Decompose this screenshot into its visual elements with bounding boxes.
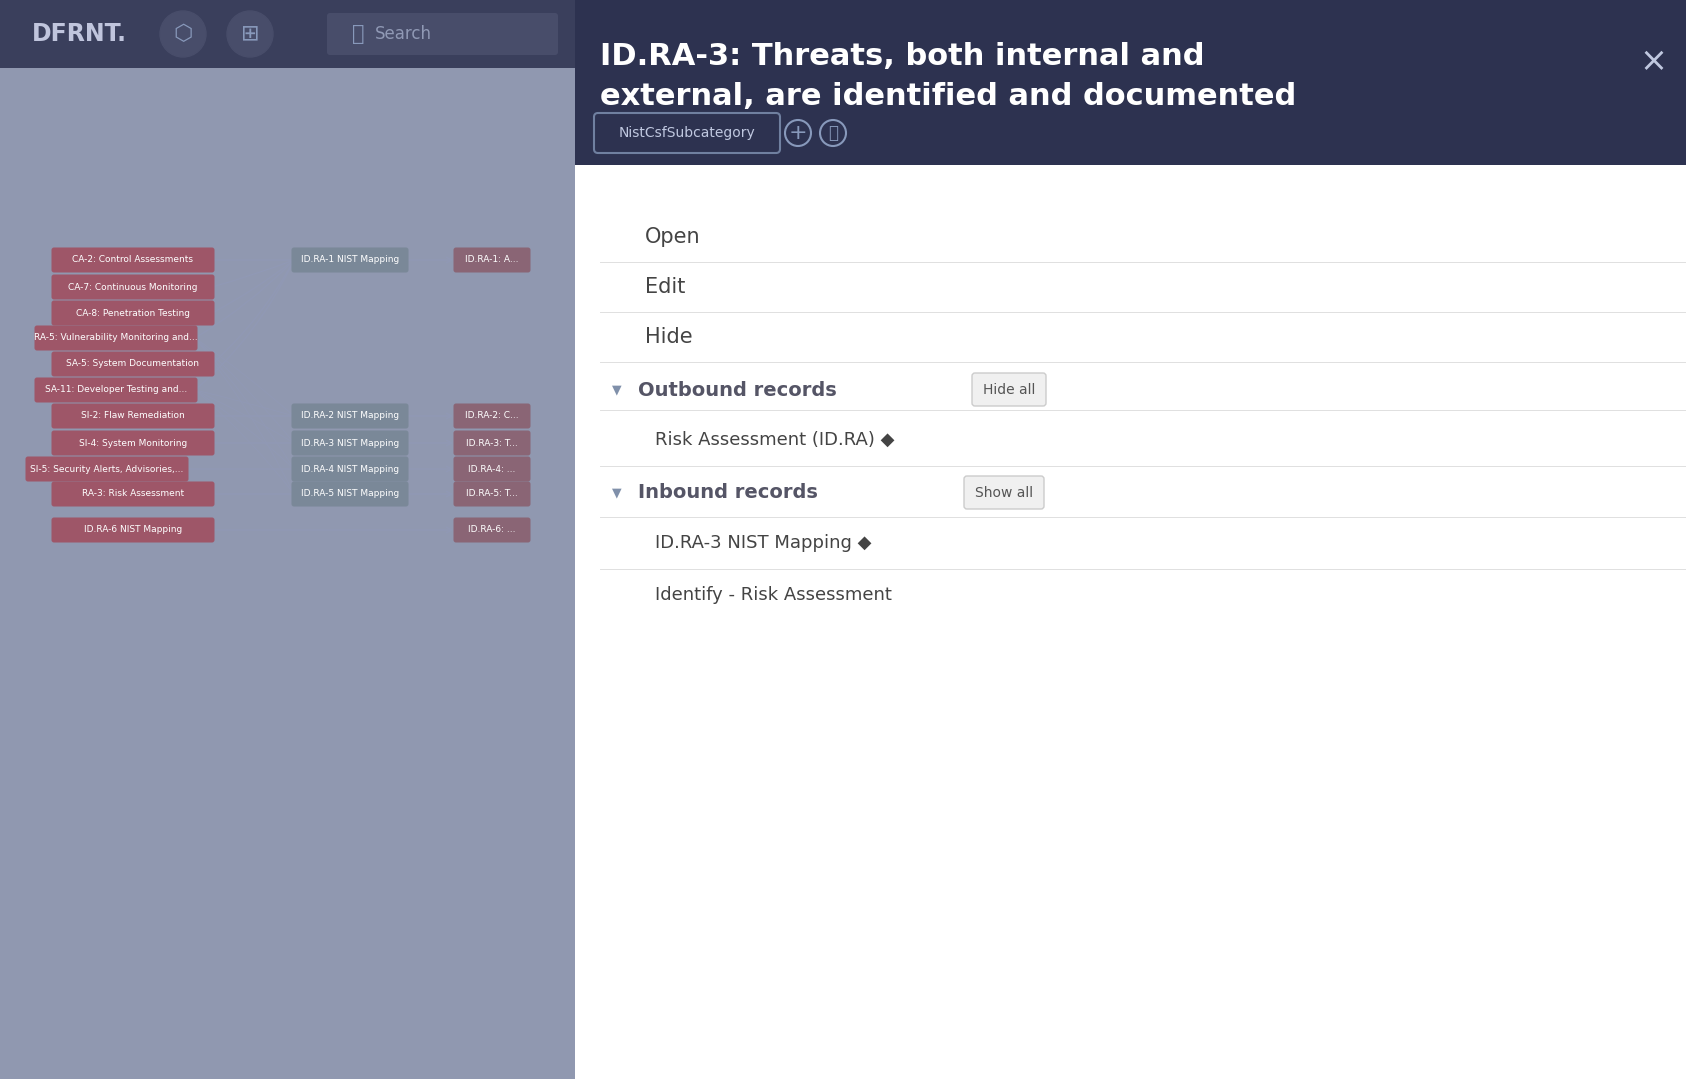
Text: ID.RA-5: T...: ID.RA-5: T... [465,490,518,498]
Text: Hide: Hide [646,327,693,347]
FancyBboxPatch shape [454,518,531,543]
Text: SI-2: Flaw Remediation: SI-2: Flaw Remediation [81,411,185,421]
FancyBboxPatch shape [52,404,214,428]
Text: Hide all: Hide all [983,383,1035,397]
Text: ID.RA-1 NIST Mapping: ID.RA-1 NIST Mapping [300,256,400,264]
Text: ID.RA-5 NIST Mapping: ID.RA-5 NIST Mapping [300,490,400,498]
FancyBboxPatch shape [34,326,197,351]
FancyBboxPatch shape [575,68,1686,1079]
Text: ID.RA-2: C...: ID.RA-2: C... [465,411,519,421]
FancyBboxPatch shape [593,113,781,153]
FancyBboxPatch shape [0,68,575,1079]
Text: +: + [789,123,808,144]
FancyBboxPatch shape [575,0,1686,165]
Text: RA-3: Risk Assessment: RA-3: Risk Assessment [83,490,184,498]
Text: ⌕: ⌕ [352,24,364,44]
Text: Risk Assessment (ID.RA) ◆: Risk Assessment (ID.RA) ◆ [654,431,895,449]
Text: CA-8: Penetration Testing: CA-8: Penetration Testing [76,309,191,317]
Text: ID.RA-3 NIST Mapping ◆: ID.RA-3 NIST Mapping ◆ [654,534,872,552]
Text: Outbound records: Outbound records [637,381,836,399]
Text: SA-11: Developer Testing and...: SA-11: Developer Testing and... [46,385,187,395]
FancyBboxPatch shape [25,456,189,481]
Text: ▼: ▼ [612,487,622,500]
Text: ID.RA-4: ...: ID.RA-4: ... [469,464,516,474]
Text: ID.RA-3 NIST Mapping: ID.RA-3 NIST Mapping [300,438,400,448]
FancyBboxPatch shape [454,404,531,428]
Text: ⊞: ⊞ [241,24,260,44]
Text: CA-2: Control Assessments: CA-2: Control Assessments [72,256,194,264]
Circle shape [160,11,206,57]
FancyBboxPatch shape [327,13,558,55]
FancyBboxPatch shape [292,247,408,273]
FancyBboxPatch shape [964,476,1044,509]
Text: SI-4: System Monitoring: SI-4: System Monitoring [79,438,187,448]
Text: SA-5: System Documentation: SA-5: System Documentation [66,359,199,369]
Text: Inbound records: Inbound records [637,483,818,503]
FancyBboxPatch shape [52,247,214,273]
Text: ID.RA-6 NIST Mapping: ID.RA-6 NIST Mapping [84,525,182,534]
Text: Identify - Risk Assessment: Identify - Risk Assessment [654,586,892,604]
Text: ⧉: ⧉ [828,124,838,142]
Text: ×: × [1639,45,1667,79]
Text: Open: Open [646,227,701,247]
Text: ▼: ▼ [612,383,622,396]
FancyBboxPatch shape [454,247,531,273]
FancyBboxPatch shape [0,0,1686,68]
Text: CA-7: Continuous Monitoring: CA-7: Continuous Monitoring [67,283,197,291]
Text: NistCsfSubcategory: NistCsfSubcategory [619,126,755,140]
FancyBboxPatch shape [454,481,531,506]
Text: ID.RA-2 NIST Mapping: ID.RA-2 NIST Mapping [300,411,400,421]
FancyBboxPatch shape [973,373,1045,406]
Text: Search: Search [374,25,432,43]
FancyBboxPatch shape [52,518,214,543]
Text: external, are identified and documented: external, are identified and documented [600,82,1297,111]
FancyBboxPatch shape [52,274,214,300]
FancyBboxPatch shape [454,431,531,455]
FancyBboxPatch shape [292,431,408,455]
FancyBboxPatch shape [292,481,408,506]
FancyBboxPatch shape [52,431,214,455]
FancyBboxPatch shape [52,481,214,506]
FancyBboxPatch shape [292,456,408,481]
Text: ID.RA-1: A...: ID.RA-1: A... [465,256,519,264]
FancyBboxPatch shape [52,352,214,377]
FancyBboxPatch shape [34,378,197,402]
Text: SI-5: Security Alerts, Advisories,...: SI-5: Security Alerts, Advisories,... [30,464,184,474]
Text: ID.RA-3: Threats, both internal and: ID.RA-3: Threats, both internal and [600,42,1204,71]
Text: DFRNT.: DFRNT. [32,22,126,46]
Circle shape [228,11,273,57]
FancyBboxPatch shape [52,300,214,326]
Text: Edit: Edit [646,277,686,297]
Text: ID.RA-6: ...: ID.RA-6: ... [469,525,516,534]
Text: Show all: Show all [975,486,1034,500]
Text: ID.RA-3: T...: ID.RA-3: T... [465,438,518,448]
Text: ⬡: ⬡ [174,24,192,44]
Text: ID.RA-4 NIST Mapping: ID.RA-4 NIST Mapping [300,464,400,474]
Text: RA-5: Vulnerability Monitoring and...: RA-5: Vulnerability Monitoring and... [34,333,197,342]
FancyBboxPatch shape [454,456,531,481]
FancyBboxPatch shape [292,404,408,428]
